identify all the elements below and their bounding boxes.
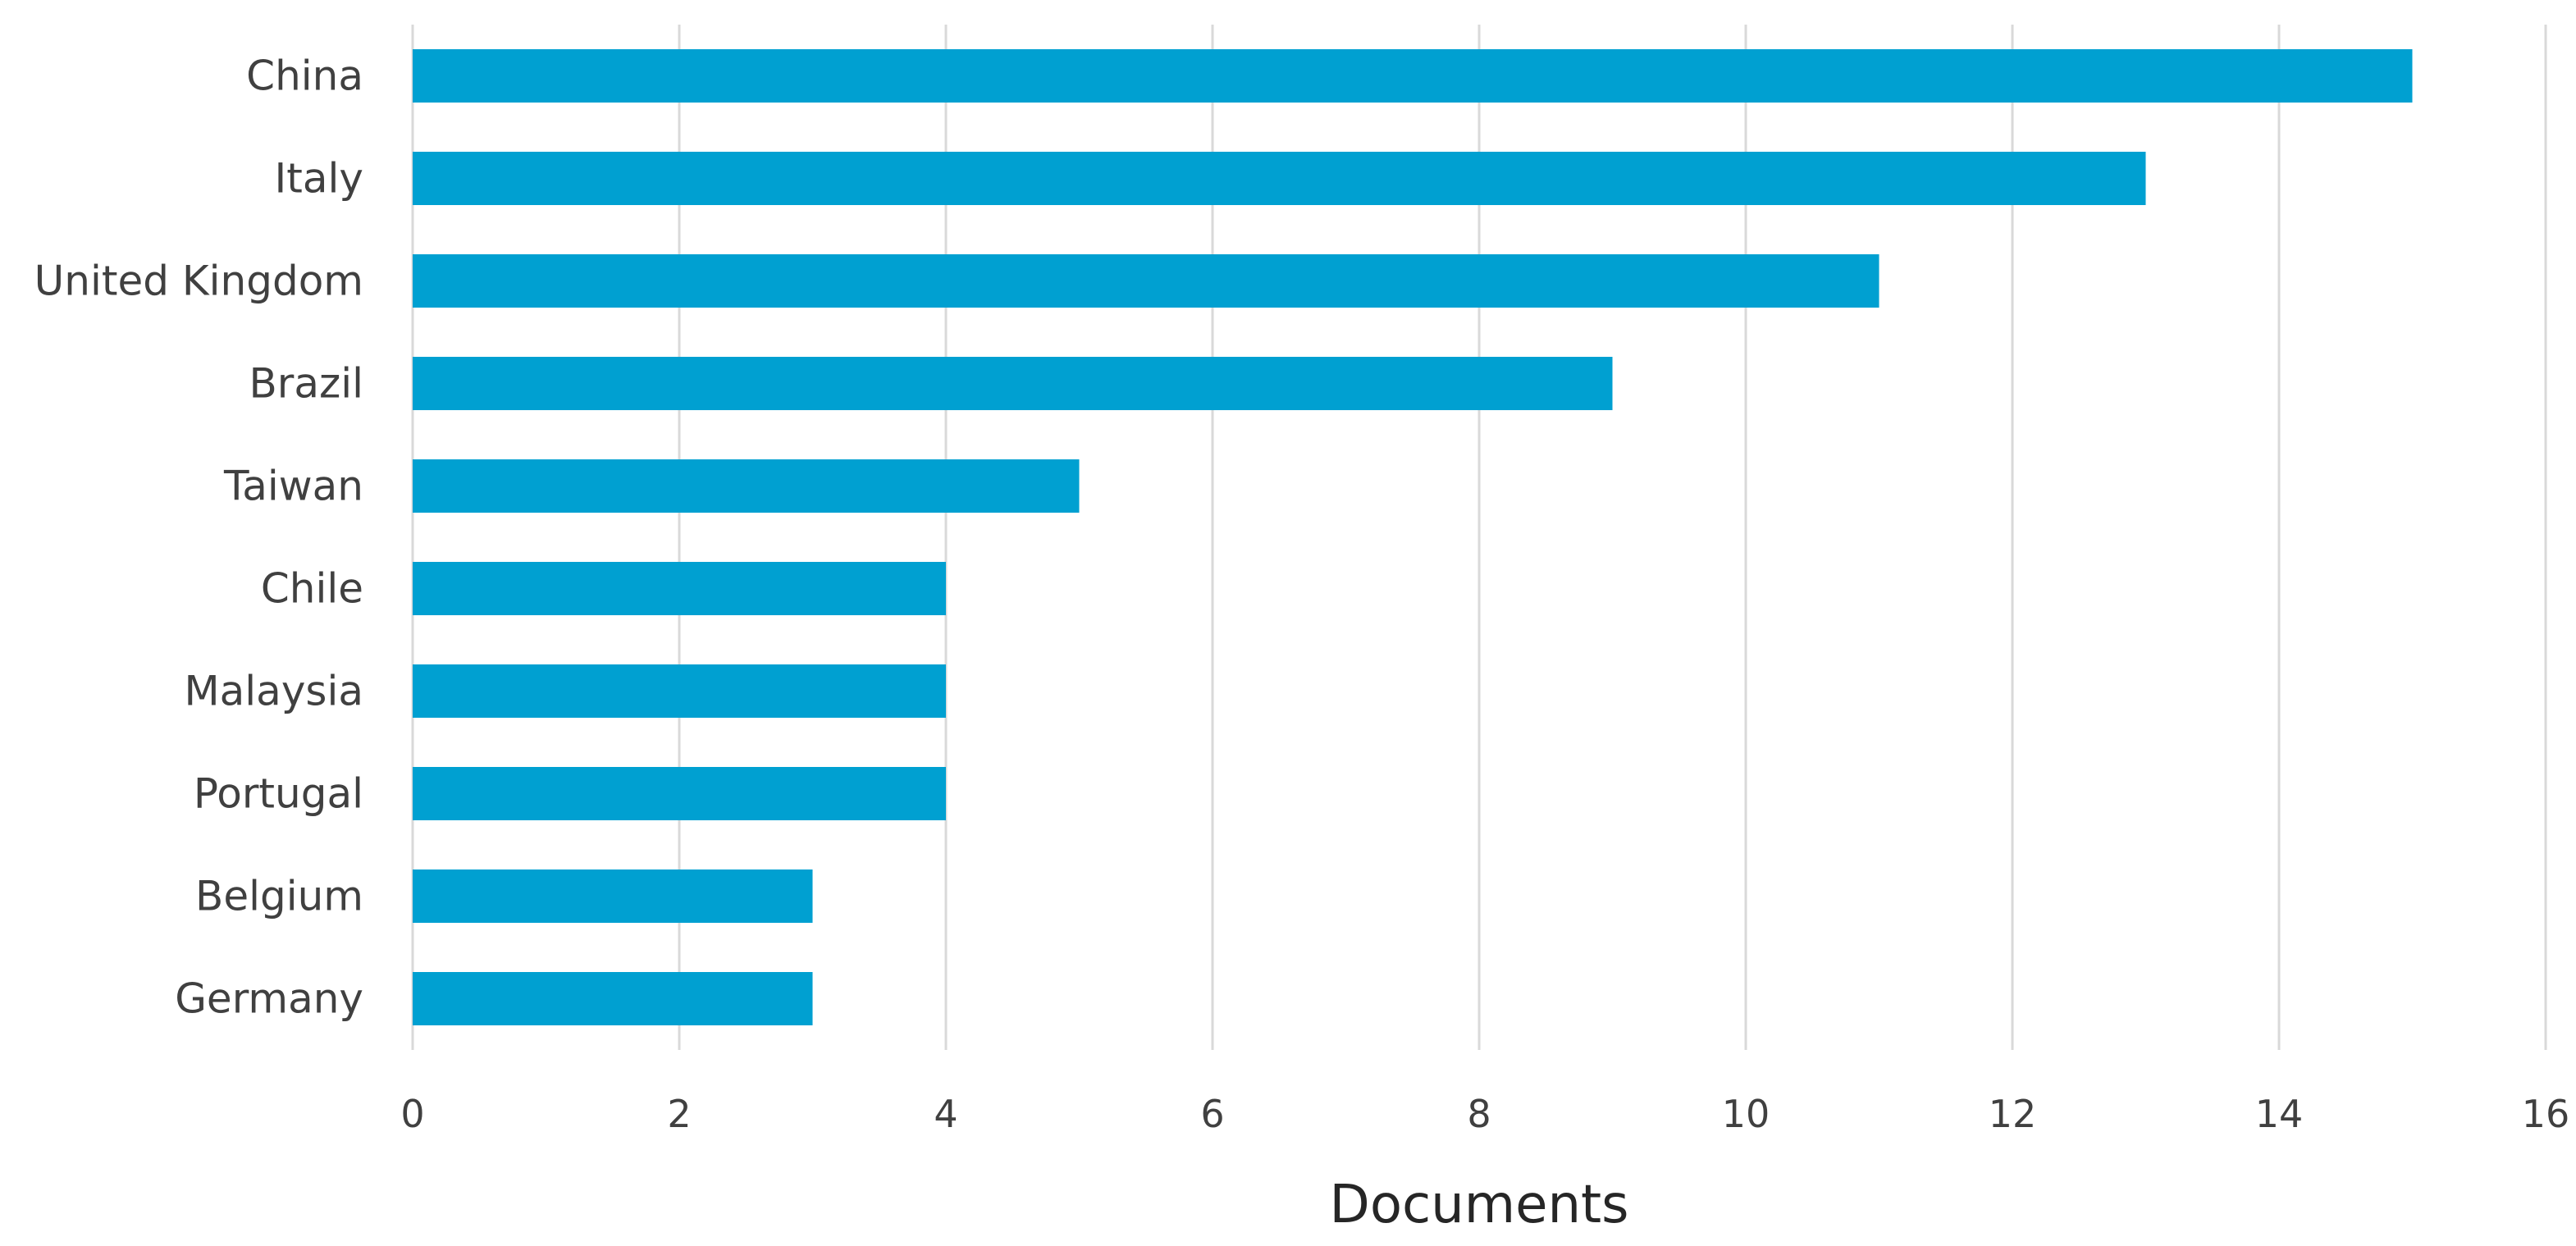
x-tick-label-16: 16: [2522, 1092, 2570, 1136]
x-tick-label-12: 12: [1989, 1092, 2037, 1136]
category-label-belgium: Belgium: [195, 873, 363, 920]
bar-chile: [413, 562, 946, 615]
bar-portugal: [413, 767, 946, 820]
x-tick-label-14: 14: [2255, 1092, 2304, 1136]
x-tick-label-6: 6: [1200, 1092, 1224, 1136]
category-label-germany: Germany: [175, 975, 363, 1023]
x-tick-label-0: 0: [400, 1092, 424, 1136]
category-label-china: China: [246, 52, 363, 100]
x-tick-labels: 0 2 4 6 8 10 12 14 16: [400, 1092, 2569, 1136]
category-label-taiwan: Taiwan: [223, 463, 363, 510]
bar-united-kingdom: [413, 254, 1879, 308]
bar-germany: [413, 972, 813, 1025]
bar-taiwan: [413, 459, 1080, 513]
x-tick-label-10: 10: [1722, 1092, 1770, 1136]
bar-italy: [413, 152, 2146, 205]
x-tick-label-2: 2: [667, 1092, 691, 1136]
category-label-italy: Italy: [275, 155, 363, 203]
bar-layer: [413, 49, 2413, 1025]
category-labels: China Italy United Kingdom Brazil Taiwan Chil…: [34, 52, 363, 1023]
category-label-portugal: Portugal: [194, 770, 363, 818]
category-label-malaysia: Malaysia: [185, 668, 363, 715]
category-label-united-kingdom: United Kingdom: [34, 258, 363, 305]
category-label-chile: Chile: [261, 565, 363, 613]
x-axis-title: Documents: [1330, 1175, 1629, 1235]
bar-brazil: [413, 357, 1613, 410]
category-label-brazil: Brazil: [249, 360, 363, 408]
x-tick-label-4: 4: [934, 1092, 957, 1136]
bar-malaysia: [413, 664, 946, 718]
bar-belgium: [413, 869, 813, 923]
bar-china: [413, 49, 2413, 103]
x-tick-label-8: 8: [1467, 1092, 1491, 1136]
